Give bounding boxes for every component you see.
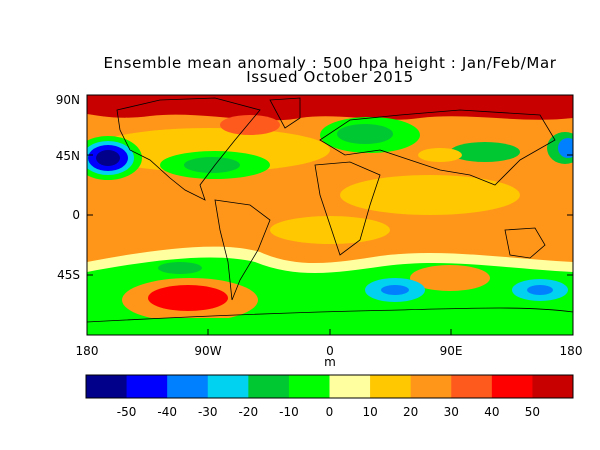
field-patch bbox=[418, 148, 462, 162]
colorbar-tick-label: 10 bbox=[362, 405, 377, 419]
colorbar-tick-label: 40 bbox=[484, 405, 499, 419]
colorbar-swatch bbox=[532, 375, 574, 398]
lat-label-45n: 45N bbox=[56, 149, 80, 163]
australia-outline bbox=[504, 227, 546, 259]
field-patch bbox=[340, 175, 520, 215]
africa-outline bbox=[314, 161, 381, 256]
field-patch bbox=[270, 216, 390, 244]
field-patch bbox=[527, 285, 553, 295]
colorbar-frame bbox=[85, 374, 574, 399]
colorbar-tick-label: -40 bbox=[157, 405, 177, 419]
field-patch bbox=[450, 142, 520, 162]
colorbar-swatch bbox=[451, 375, 493, 398]
colorbar-swatch bbox=[207, 375, 249, 398]
north-america-low-core bbox=[184, 157, 240, 173]
colorbar-tick-label: -20 bbox=[239, 405, 259, 419]
south-america-outline bbox=[214, 199, 271, 301]
colorbar-swatch bbox=[167, 375, 209, 398]
colorbar-tick-label: -30 bbox=[198, 405, 218, 419]
eurasia-outline bbox=[319, 109, 556, 186]
unit-label: m bbox=[324, 355, 336, 369]
map-title-line1: Ensemble mean anomaly : 500 hpa height :… bbox=[103, 54, 557, 72]
arctic-high bbox=[87, 95, 573, 121]
field-patch bbox=[90, 128, 330, 172]
greenland-outline bbox=[269, 97, 301, 129]
anomaly-field bbox=[87, 95, 573, 335]
lat-label-eq: 0 bbox=[72, 208, 80, 222]
colorbar-tick-label: 30 bbox=[444, 405, 459, 419]
field-patch bbox=[410, 265, 490, 291]
colorbar-tick-label: 0 bbox=[326, 405, 334, 419]
colorbar-tick-label: -50 bbox=[117, 405, 137, 419]
colorbar-tick-label: 20 bbox=[403, 405, 418, 419]
colorbar-swatch bbox=[248, 375, 290, 398]
colorbar-swatch bbox=[288, 375, 330, 398]
lon-label-90e: 90E bbox=[440, 344, 463, 358]
coastlines bbox=[87, 97, 573, 323]
north-pacific-low-core bbox=[96, 150, 120, 166]
colorbar-swatch bbox=[86, 375, 128, 398]
lon-label-180e: 180 bbox=[560, 344, 583, 358]
field-patch bbox=[558, 138, 573, 158]
north-america-outline bbox=[116, 97, 261, 201]
map-title-line2: Issued October 2015 bbox=[246, 68, 414, 86]
lat-ticks bbox=[87, 94, 573, 335]
south-pacific-high-core bbox=[148, 285, 228, 311]
lat-label-45s: 45S bbox=[57, 268, 80, 282]
lat-label-90n: 90N bbox=[56, 93, 80, 107]
lon-label-0: 0 bbox=[326, 344, 334, 358]
colorbar-swatch bbox=[410, 375, 452, 398]
field-patch bbox=[158, 262, 202, 274]
lon-label-180w: 180 bbox=[76, 344, 99, 358]
colorbar bbox=[86, 375, 574, 398]
colorbar-swatch bbox=[491, 375, 533, 398]
scandinavia-low-core bbox=[337, 124, 393, 144]
colorbar-tick-label: 50 bbox=[525, 405, 540, 419]
colorbar-labels: -50 -40 -30 -20 -10 0 10 20 30 40 50 bbox=[117, 405, 540, 419]
colorbar-swatch bbox=[370, 375, 412, 398]
colorbar-tick-label: -10 bbox=[279, 405, 299, 419]
antarctica-outline bbox=[87, 307, 573, 323]
southern-indian-low-core bbox=[381, 285, 409, 295]
lon-label-90w: 90W bbox=[194, 344, 221, 358]
colorbar-swatch bbox=[329, 375, 371, 398]
colorbar-swatch bbox=[126, 375, 168, 398]
field-patch bbox=[220, 115, 280, 135]
